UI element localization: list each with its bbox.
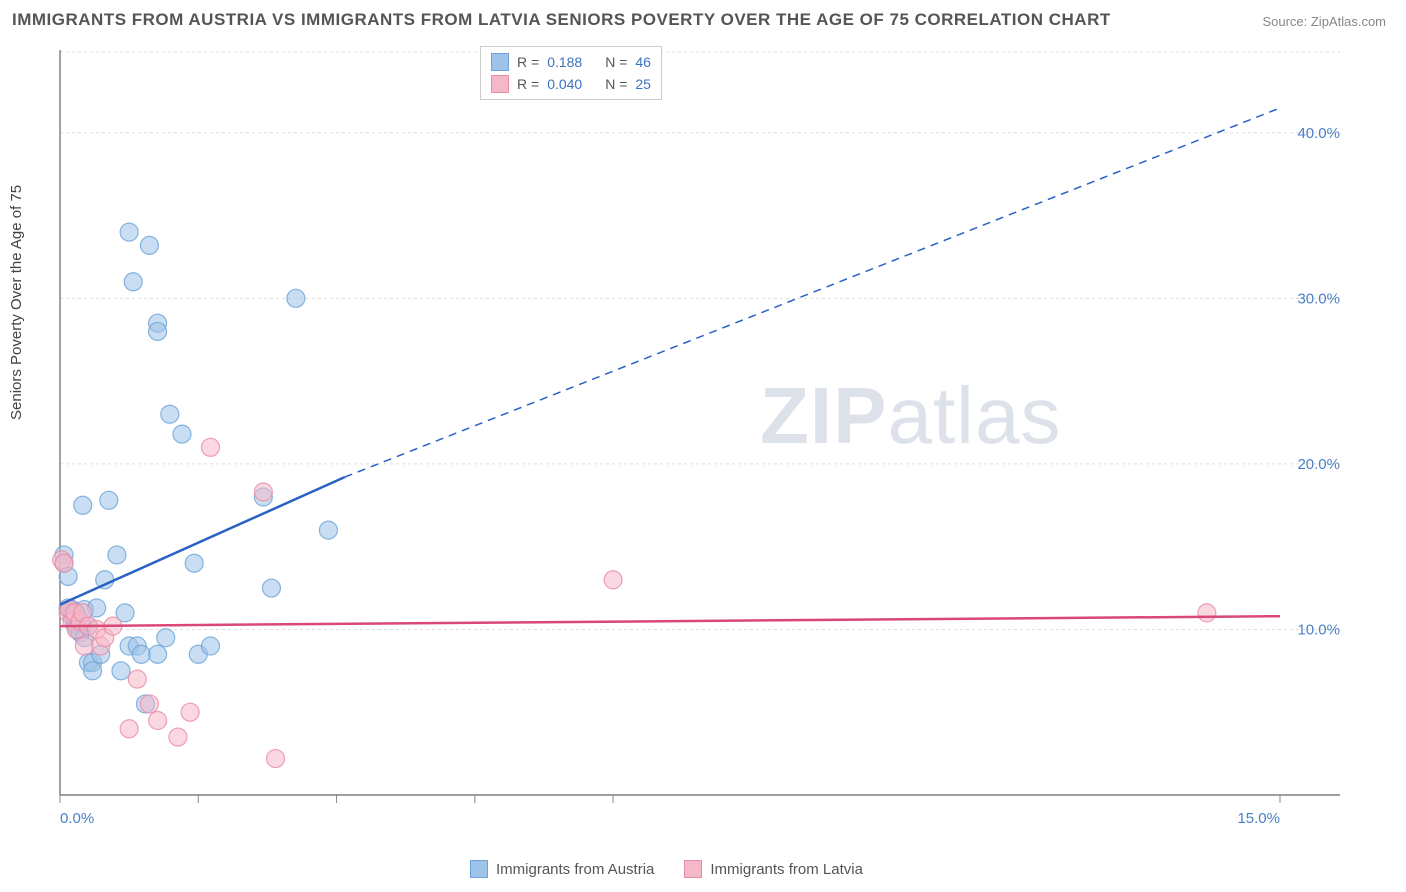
- legend-label: Immigrants from Latvia: [710, 861, 863, 878]
- r-label: R =: [517, 54, 539, 70]
- r-value: 0.188: [547, 54, 597, 70]
- swatch-icon: [684, 860, 702, 878]
- n-label: N =: [605, 76, 627, 92]
- legend-item-latvia: Immigrants from Latvia: [684, 860, 863, 878]
- svg-text:15.0%: 15.0%: [1237, 810, 1280, 827]
- n-value: 25: [635, 76, 651, 92]
- swatch-icon: [470, 860, 488, 878]
- correlation-legend: R = 0.188 N = 46 R = 0.040 N = 25: [480, 46, 662, 100]
- series-legend: Immigrants from Austria Immigrants from …: [470, 860, 863, 878]
- legend-label: Immigrants from Austria: [496, 861, 654, 878]
- legend-item-austria: Immigrants from Austria: [470, 860, 654, 878]
- swatch-icon: [491, 53, 509, 71]
- scatter-plot: 10.0% 20.0% 30.0% 40.0% 0.0% 15.0%: [50, 40, 1350, 840]
- correlation-legend-row: R = 0.040 N = 25: [491, 73, 651, 95]
- r-label: R =: [517, 76, 539, 92]
- n-label: N =: [605, 54, 627, 70]
- svg-text:10.0%: 10.0%: [1297, 621, 1340, 638]
- y-axis-label: Seniors Poverty Over the Age of 75: [8, 185, 25, 420]
- svg-text:40.0%: 40.0%: [1297, 125, 1340, 142]
- swatch-icon: [491, 75, 509, 93]
- chart-title: IMMIGRANTS FROM AUSTRIA VS IMMIGRANTS FR…: [12, 10, 1111, 30]
- n-value: 46: [635, 54, 651, 70]
- svg-text:20.0%: 20.0%: [1297, 456, 1340, 473]
- svg-text:0.0%: 0.0%: [60, 810, 94, 827]
- svg-text:30.0%: 30.0%: [1297, 290, 1340, 307]
- correlation-legend-row: R = 0.188 N = 46: [491, 51, 651, 73]
- source-attribution: Source: ZipAtlas.com: [1262, 14, 1386, 29]
- r-value: 0.040: [547, 76, 597, 92]
